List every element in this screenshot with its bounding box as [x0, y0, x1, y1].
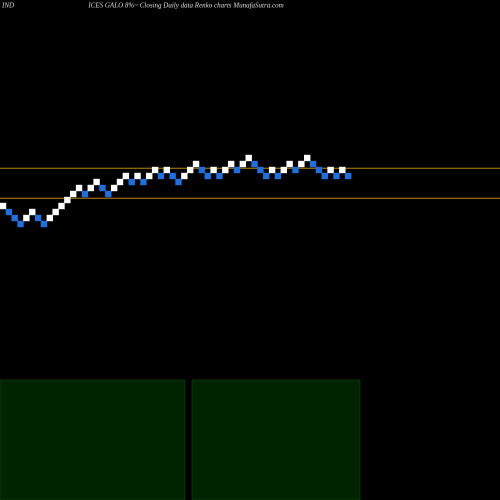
renko-brick — [23, 214, 30, 222]
renko-brick — [187, 166, 194, 174]
renko-brick — [58, 202, 65, 210]
renko-brick — [309, 160, 317, 168]
renko-brick — [163, 166, 170, 174]
renko-brick — [239, 160, 247, 168]
renko-brick — [169, 172, 176, 180]
renko-brick — [304, 154, 311, 162]
chart-title-left: IND — [1, 2, 14, 10]
renko-brick — [140, 178, 147, 186]
renko-brick — [204, 172, 211, 180]
renko-brick — [227, 160, 235, 168]
renko-brick — [298, 160, 305, 168]
renko-brick — [192, 160, 200, 168]
renko-brick — [327, 166, 334, 174]
renko-brick — [81, 190, 89, 198]
renko-brick — [198, 166, 206, 174]
renko-brick — [99, 184, 106, 192]
renko-brick — [134, 172, 141, 180]
renko-brick — [286, 160, 293, 168]
renko-brick — [210, 166, 217, 174]
renko-brick — [116, 178, 124, 186]
volume-panel — [191, 379, 361, 500]
renko-brick — [5, 208, 13, 216]
renko-brick — [0, 202, 7, 210]
renko-brick — [274, 172, 282, 180]
renko-brick — [263, 172, 270, 180]
renko-brick — [333, 172, 340, 180]
renko-brick — [146, 172, 153, 180]
renko-brick — [75, 184, 83, 192]
renko-brick — [105, 190, 112, 198]
renko-brick — [11, 214, 18, 222]
renko-brick — [157, 172, 165, 180]
renko-brick — [257, 166, 264, 174]
renko-brick — [245, 154, 252, 162]
renko-brick — [233, 166, 241, 174]
renko-brick — [292, 166, 299, 174]
renko-brick — [40, 220, 48, 228]
renko-brick — [280, 166, 287, 174]
renko-brick — [46, 214, 53, 222]
renko-brick — [34, 214, 42, 222]
renko-brick — [344, 172, 352, 180]
renko-brick — [29, 208, 36, 216]
renko-brick — [251, 160, 258, 168]
renko-brick — [151, 166, 159, 174]
renko-brick — [70, 190, 77, 198]
renko-brick — [339, 166, 346, 174]
renko-brick — [93, 178, 100, 186]
renko-brick — [128, 178, 135, 186]
renko-brick — [175, 178, 182, 186]
renko-brick — [268, 166, 276, 174]
renko-brick — [216, 172, 223, 180]
renko-brick — [64, 196, 71, 204]
renko-brick — [315, 166, 323, 174]
renko-brick — [222, 166, 229, 174]
renko-brick — [52, 208, 59, 216]
volume-panel — [0, 379, 186, 500]
renko-brick — [110, 184, 118, 192]
renko-brick — [321, 172, 328, 180]
renko-brick — [17, 220, 24, 228]
renko-brick — [87, 184, 94, 192]
chart-title: ICES GALO 8%~ Closing Daily data Renko c… — [87, 2, 283, 10]
renko-brick — [122, 172, 130, 180]
renko-brick — [181, 172, 188, 180]
